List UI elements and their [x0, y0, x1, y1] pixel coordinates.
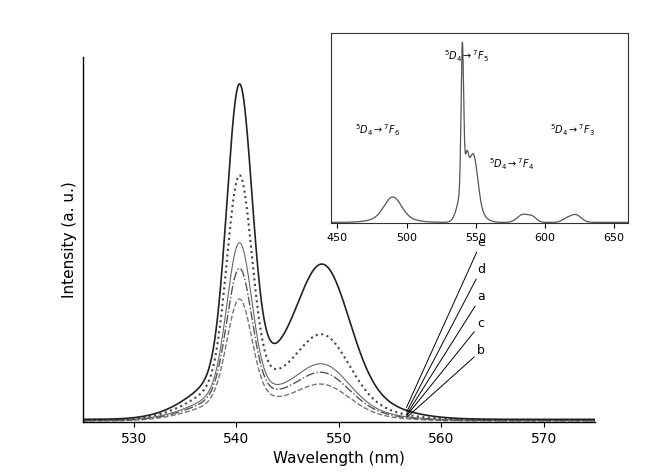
Text: $^5D_4 \rightarrow ^7F_6$: $^5D_4 \rightarrow ^7F_6$: [355, 122, 400, 138]
Text: e: e: [407, 236, 485, 408]
Text: d: d: [407, 263, 485, 412]
Text: $^5D_4 \rightarrow ^7F_5$: $^5D_4 \rightarrow ^7F_5$: [444, 48, 488, 64]
Text: $^5D_4 \rightarrow ^7F_4$: $^5D_4 \rightarrow ^7F_4$: [489, 156, 534, 172]
Y-axis label: Intensity (a. u.): Intensity (a. u.): [62, 181, 77, 298]
Text: a: a: [407, 290, 485, 414]
X-axis label: Wavelength (nm): Wavelength (nm): [273, 451, 405, 466]
Text: b: b: [407, 345, 485, 417]
Text: c: c: [407, 318, 484, 415]
Text: $^5D_4 \rightarrow ^7F_3$: $^5D_4 \rightarrow ^7F_3$: [550, 122, 595, 138]
